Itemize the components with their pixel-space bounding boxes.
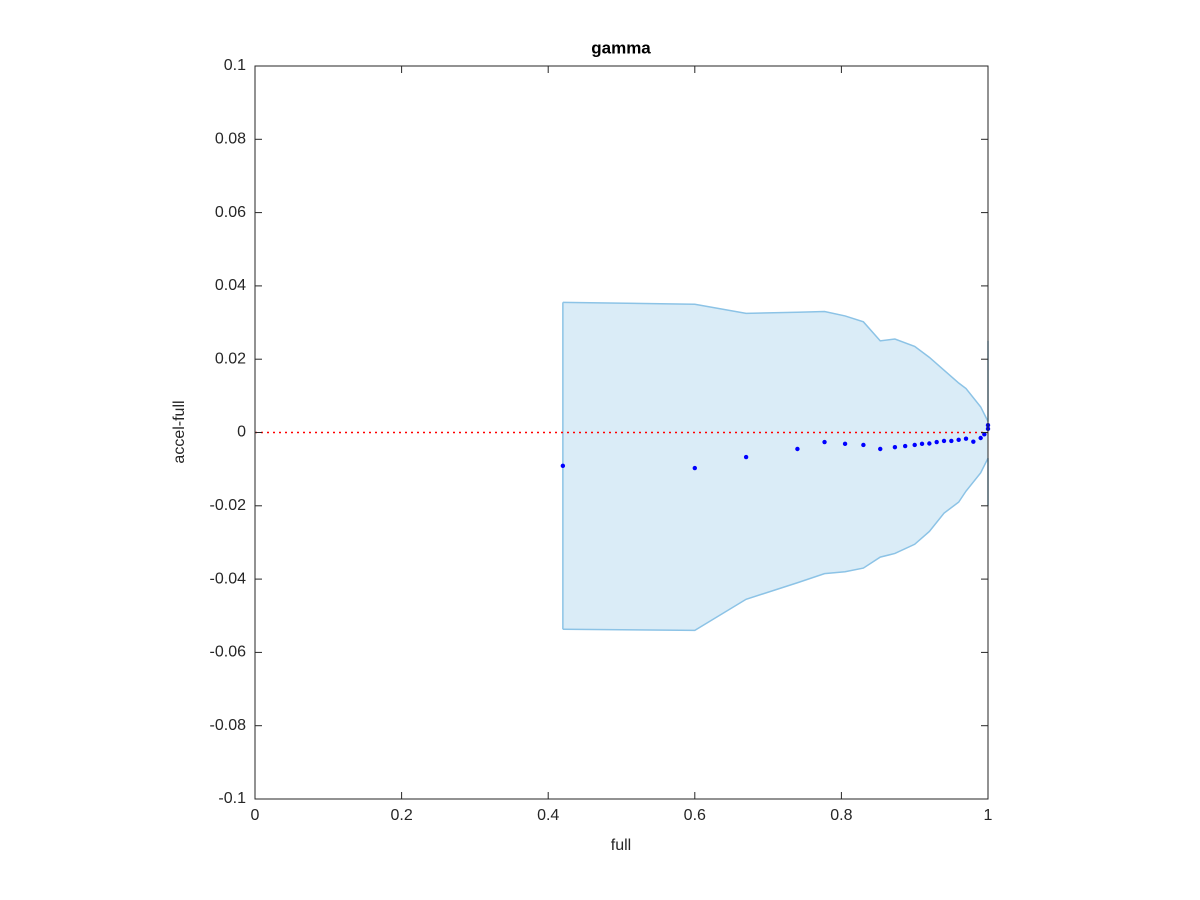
y-tick-label: 0 bbox=[237, 424, 246, 441]
y-tick-label: 0.08 bbox=[215, 131, 246, 148]
data-point bbox=[842, 441, 848, 447]
x-axis-label: full bbox=[611, 837, 631, 854]
data-point bbox=[941, 438, 947, 444]
data-point bbox=[822, 439, 827, 445]
y-tick-label: 0.02 bbox=[215, 350, 246, 367]
x-tick-label: 0 bbox=[251, 807, 260, 824]
y-tick-label: 0.1 bbox=[224, 57, 246, 74]
x-tick-label: 1 bbox=[984, 807, 993, 824]
data-point bbox=[892, 444, 898, 450]
data-point bbox=[902, 443, 908, 449]
y-tick-label: -0.08 bbox=[210, 717, 247, 734]
x-tick-label: 0.2 bbox=[390, 807, 412, 824]
data-point bbox=[692, 465, 697, 471]
data-point bbox=[743, 454, 749, 460]
data-point bbox=[560, 463, 566, 469]
data-point bbox=[912, 442, 917, 448]
data-point bbox=[927, 441, 932, 446]
data-point bbox=[795, 446, 800, 452]
chart-title: gamma bbox=[591, 38, 651, 57]
data-point bbox=[956, 437, 961, 443]
data-point bbox=[878, 446, 883, 452]
data-point bbox=[919, 441, 925, 447]
band-edge bbox=[562, 301, 989, 422]
confidence-band bbox=[562, 302, 988, 631]
y-tick-label: 0.04 bbox=[215, 277, 246, 294]
data-point bbox=[963, 436, 969, 441]
y-tick-label: 0.06 bbox=[215, 204, 246, 221]
data-point bbox=[978, 435, 983, 441]
data-point bbox=[982, 432, 987, 437]
x-tick-label: 0.6 bbox=[684, 807, 706, 824]
y-tick-label: -0.1 bbox=[218, 790, 246, 807]
band-edge bbox=[562, 457, 989, 632]
x-tick-label: 0.4 bbox=[537, 807, 559, 824]
x-tick-label: 0.8 bbox=[830, 807, 852, 824]
data-point bbox=[949, 438, 954, 444]
data-point bbox=[971, 439, 976, 444]
y-tick-label: -0.06 bbox=[210, 644, 247, 661]
data-point bbox=[861, 442, 866, 448]
y-tick-label: -0.04 bbox=[210, 570, 247, 587]
y-tick-label: -0.02 bbox=[210, 497, 247, 514]
data-point bbox=[934, 439, 939, 445]
y-axis-label: accel-full bbox=[171, 400, 188, 463]
